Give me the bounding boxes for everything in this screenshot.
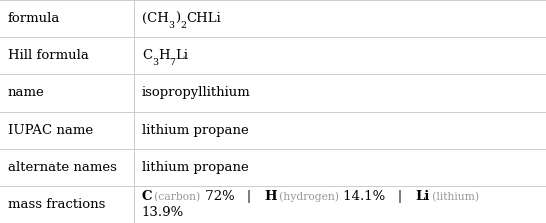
Text: |: | <box>385 190 415 203</box>
Text: mass fractions: mass fractions <box>8 198 105 211</box>
Text: isopropyllithium: isopropyllithium <box>142 87 251 99</box>
Text: (carbon): (carbon) <box>152 192 200 202</box>
Text: C: C <box>142 190 152 203</box>
Text: Hill formula: Hill formula <box>8 49 89 62</box>
Text: 3: 3 <box>169 21 175 30</box>
Text: lithium propane: lithium propane <box>142 124 248 136</box>
Text: formula: formula <box>8 12 61 25</box>
Text: 3: 3 <box>152 58 158 67</box>
Text: |: | <box>234 190 264 203</box>
Text: 14.1%: 14.1% <box>339 190 385 203</box>
Text: Li: Li <box>176 49 189 62</box>
Text: CHLi: CHLi <box>186 12 221 25</box>
Text: (CH: (CH <box>142 12 169 25</box>
Text: 72%: 72% <box>200 190 234 203</box>
Text: name: name <box>8 87 45 99</box>
Text: 2: 2 <box>180 21 186 30</box>
Text: Li: Li <box>415 190 430 203</box>
Text: H: H <box>264 190 277 203</box>
Text: 7: 7 <box>170 58 176 67</box>
Text: (lithium): (lithium) <box>430 192 479 202</box>
Text: 13.9%: 13.9% <box>142 206 184 219</box>
Text: C: C <box>142 49 152 62</box>
Text: lithium propane: lithium propane <box>142 161 248 174</box>
Text: ): ) <box>175 12 180 25</box>
Text: IUPAC name: IUPAC name <box>8 124 93 136</box>
Text: alternate names: alternate names <box>8 161 117 174</box>
Text: H: H <box>158 49 170 62</box>
Text: (hydrogen): (hydrogen) <box>277 192 339 202</box>
